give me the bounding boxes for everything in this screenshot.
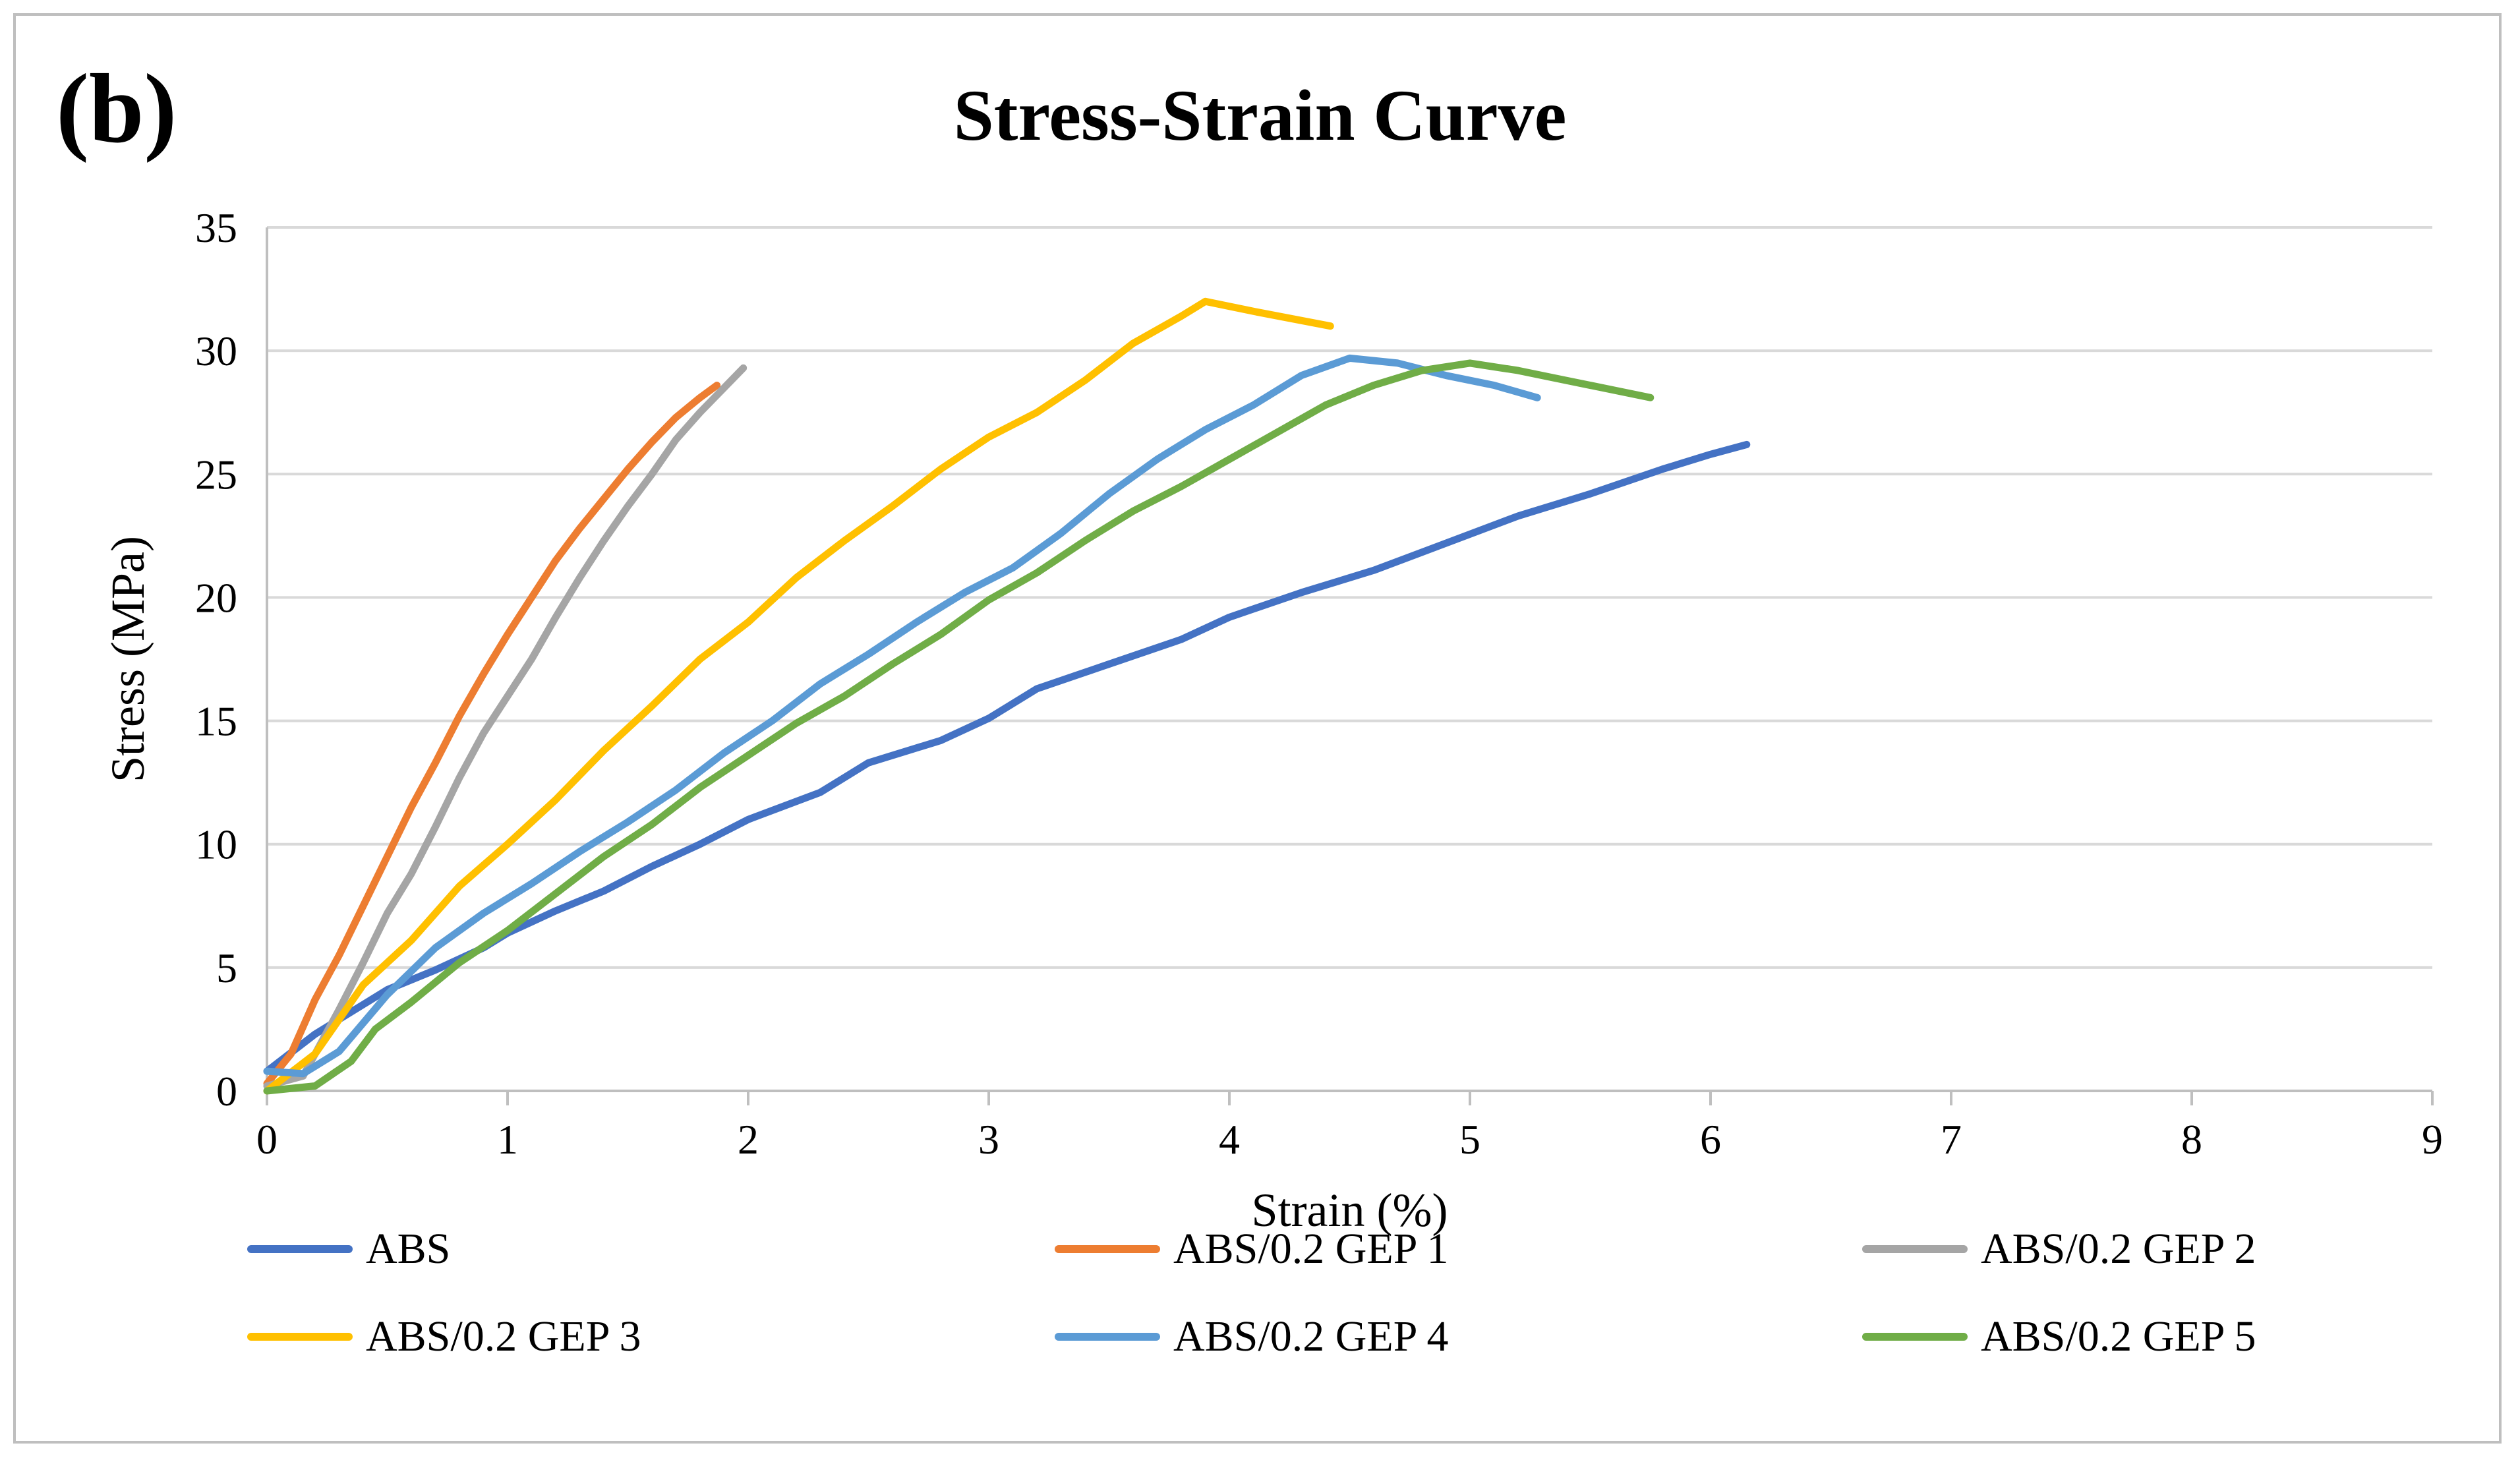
legend-item: ABS/0.2 GEP 2 — [1862, 1219, 2256, 1279]
legend-swatch — [247, 1245, 353, 1253]
legend-label: ABS/0.2 GEP 4 — [1173, 1312, 1449, 1360]
legend-swatch — [1055, 1333, 1160, 1341]
y-tick-label: 30 — [195, 328, 237, 374]
legend-item: ABS/0.2 GEP 4 — [1055, 1307, 1448, 1366]
y-tick-label: 0 — [216, 1068, 237, 1115]
chart-frame — [13, 13, 2502, 1444]
y-tick-label: 20 — [195, 574, 237, 621]
y-tick-label: 10 — [195, 821, 237, 868]
tick-labels: 0 5 10 15 20 25 30 35 0 1 2 3 4 5 6 7 8 9 — [195, 204, 2443, 1163]
y-axis-label: Stress (MPa) — [102, 536, 154, 782]
legend-item: ABS/0.2 GEP 3 — [247, 1307, 641, 1366]
chart-title: Stress-Strain Curve — [953, 75, 1567, 156]
series-line-2 — [263, 382, 721, 1088]
legend-item: ABS/0.2 GEP 1 — [1055, 1219, 1448, 1279]
x-axis-label: Strain (%) — [1252, 1184, 1448, 1237]
series-line-1 — [263, 440, 1751, 1075]
x-tick-label: 3 — [978, 1116, 999, 1163]
y-tick-label: 5 — [216, 945, 237, 991]
y-tick-label: 35 — [195, 204, 237, 251]
axes — [266, 227, 2434, 1105]
panel-label: (b) — [56, 54, 177, 163]
x-tick-label: 0 — [256, 1116, 278, 1163]
series-line-6 — [263, 359, 1655, 1095]
legend-label: ABS/0.2 GEP 2 — [1981, 1225, 2256, 1273]
x-tick-label: 9 — [2422, 1116, 2443, 1163]
legend-label: ABS/0.2 GEP 5 — [1981, 1312, 2256, 1360]
legend-label: ABS/0.2 GEP 3 — [366, 1312, 641, 1360]
legend-swatch — [1055, 1245, 1160, 1253]
legend-item: ABS/0.2 GEP 5 — [1862, 1307, 2256, 1366]
x-tick-label: 2 — [738, 1116, 759, 1163]
legend-swatch — [1862, 1333, 1968, 1341]
y-tick-label: 25 — [195, 451, 237, 498]
x-tick-label: 6 — [1700, 1116, 1721, 1163]
legend-swatch — [1862, 1245, 1968, 1253]
x-tick-label: 8 — [2181, 1116, 2202, 1163]
legend-label: ABS/0.2 GEP 1 — [1173, 1225, 1449, 1273]
legend-label: ABS — [366, 1225, 451, 1273]
x-tick-label: 7 — [1941, 1116, 1962, 1163]
x-tick-label: 1 — [497, 1116, 518, 1163]
x-tick-label: 5 — [1459, 1116, 1480, 1163]
gridlines — [267, 226, 2432, 969]
series-line-3 — [263, 364, 747, 1090]
series-line-5 — [263, 354, 1541, 1078]
series-lines — [263, 297, 1751, 1095]
legend-item: ABS — [247, 1219, 450, 1279]
x-tick-label: 4 — [1219, 1116, 1240, 1163]
series-line-4 — [263, 297, 1334, 1095]
legend-swatch — [247, 1333, 353, 1341]
y-tick-label: 15 — [195, 698, 237, 745]
